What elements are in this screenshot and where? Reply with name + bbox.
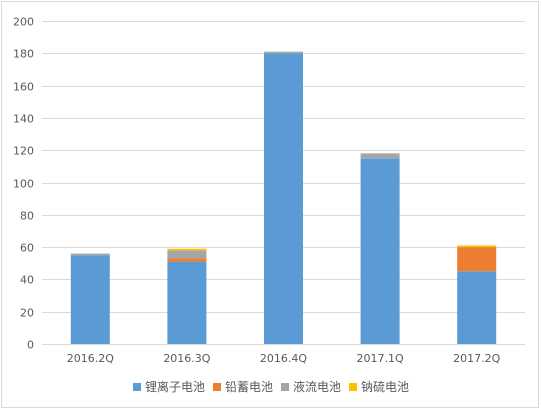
legend-item: 钠硫电池 bbox=[349, 378, 409, 395]
x-tick-label: 2016.4Q bbox=[260, 352, 307, 365]
legend-label: 锂离子电池 bbox=[144, 380, 205, 394]
x-tick-label: 2017.2Q bbox=[453, 352, 500, 365]
legend-item: 铅蓄电池 bbox=[212, 378, 273, 395]
bar-segment bbox=[457, 247, 497, 272]
legend-label: 铅蓄电池 bbox=[224, 380, 273, 394]
bar-segment bbox=[167, 250, 207, 259]
bars bbox=[70, 51, 497, 345]
x-axis-tick-labels: 2016.2Q 2016.3Q 2016.4Q 2017.1Q 2017.2Q bbox=[67, 352, 501, 365]
bar-segment bbox=[360, 153, 400, 159]
bar-segment bbox=[457, 271, 497, 344]
x-tick-label: 2016.2Q bbox=[67, 352, 114, 365]
y-tick-label: 60 bbox=[20, 242, 34, 255]
y-tick-label: 0 bbox=[27, 339, 34, 352]
legend-swatch bbox=[281, 382, 289, 391]
bar-segment bbox=[167, 261, 207, 344]
y-tick-label: 80 bbox=[20, 210, 34, 223]
y-tick-label: 20 bbox=[20, 307, 34, 320]
bar-segment bbox=[70, 253, 110, 256]
legend-label: 钠硫电池 bbox=[361, 380, 410, 394]
y-tick-label: 160 bbox=[13, 81, 34, 94]
legend-swatch bbox=[212, 382, 221, 391]
legend-item: 锂离子电池 bbox=[132, 378, 205, 395]
bar-segment bbox=[264, 51, 303, 54]
y-tick-label: 180 bbox=[13, 48, 34, 61]
bar-segment bbox=[167, 248, 207, 251]
bar-segment bbox=[360, 158, 400, 344]
y-tick-label: 100 bbox=[13, 178, 34, 191]
legend-item: 液流电池 bbox=[281, 378, 341, 395]
bar-segment bbox=[457, 245, 497, 248]
y-tick-label: 40 bbox=[20, 274, 34, 287]
y-tick-label: 200 bbox=[13, 16, 34, 29]
x-tick-label: 2017.1Q bbox=[357, 352, 404, 365]
bar-segment bbox=[70, 255, 110, 344]
bar-segment bbox=[264, 53, 303, 345]
y-tick-label: 120 bbox=[13, 145, 34, 158]
legend: 锂离子电池 铅蓄电池 液流电池 钠硫电池 bbox=[2, 378, 540, 395]
legend-swatch bbox=[349, 382, 358, 391]
x-tick-label: 2016.3Q bbox=[163, 352, 210, 365]
bar-segment bbox=[167, 258, 207, 262]
y-tick-label: 140 bbox=[13, 113, 34, 126]
y-axis-tick-labels: 0 20 40 60 80 100 120 140 160 180 200 bbox=[13, 16, 34, 352]
legend-label: 液流电池 bbox=[293, 380, 342, 394]
legend-swatch bbox=[132, 382, 141, 391]
